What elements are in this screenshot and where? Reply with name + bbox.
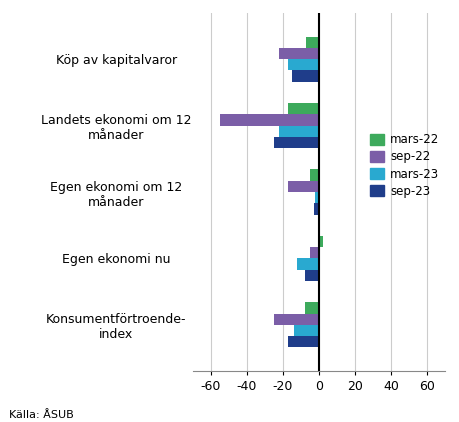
Text: Källa: ÅSUB: Källa: ÅSUB <box>9 410 74 420</box>
Bar <box>288 336 319 347</box>
Bar <box>280 48 319 59</box>
Bar <box>307 37 319 48</box>
Bar <box>220 114 319 126</box>
Bar <box>294 325 319 336</box>
Bar <box>288 103 319 114</box>
Bar <box>305 270 319 281</box>
Bar <box>319 236 323 247</box>
Bar <box>288 181 319 192</box>
Bar <box>280 126 319 137</box>
Bar <box>274 314 319 325</box>
Bar <box>310 247 319 258</box>
Bar <box>297 258 319 270</box>
Legend: mars-22, sep-22, mars-23, sep-23: mars-22, sep-22, mars-23, sep-23 <box>370 133 439 198</box>
Bar <box>310 169 319 181</box>
Bar <box>305 302 319 314</box>
Bar <box>292 70 319 82</box>
Bar <box>274 137 319 148</box>
Bar <box>313 203 319 215</box>
Bar <box>315 192 319 203</box>
Bar <box>288 59 319 70</box>
